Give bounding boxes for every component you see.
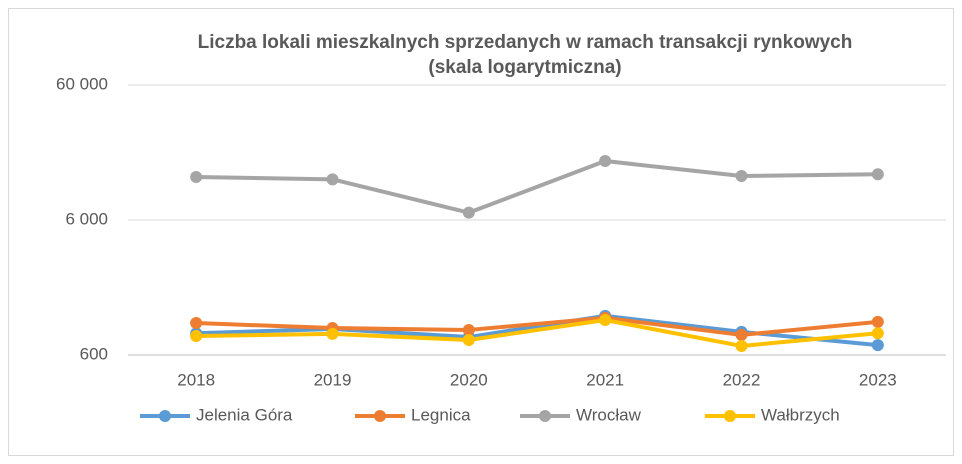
data-point [871,315,884,328]
data-point [462,323,475,336]
legend-marker [539,410,551,422]
data-point [735,339,748,352]
legend-label: Wałbrzych [761,405,840,424]
legend-marker [159,410,171,422]
x-tick-label: 2019 [314,370,352,389]
data-point [735,328,748,341]
y-tick-label: 600 [80,344,108,363]
data-point [190,170,203,183]
series-line [196,159,878,215]
data-point [190,317,203,330]
y-tick-label: 6 000 [65,209,108,228]
data-point [326,327,339,340]
data-point [599,313,612,326]
x-tick-label: 2020 [450,370,488,389]
legend-label: Jelenia Góra [196,405,293,424]
legend-marker [724,410,736,422]
data-point [462,206,475,219]
legend-marker [374,410,386,422]
data-point [190,329,203,342]
data-point [326,173,339,186]
series-line [196,317,879,348]
chart-title: Liczba lokali mieszkalnych sprzedanych w… [197,32,853,78]
x-tick-label: 2023 [859,370,897,389]
data-point [462,333,475,346]
x-tick-label: 2021 [586,370,624,389]
y-tick-label: 60 000 [56,74,108,93]
data-point [871,327,884,340]
series-line [196,315,879,337]
data-point [871,339,884,352]
x-tick-label: 2022 [723,370,761,389]
x-tick-label: 2018 [177,370,215,389]
legend-label: Wrocław [576,405,642,424]
data-point [735,170,748,183]
legend-label: Legnica [411,405,471,424]
chart-frame [8,8,954,456]
data-point [871,168,884,181]
data-point [599,155,612,168]
